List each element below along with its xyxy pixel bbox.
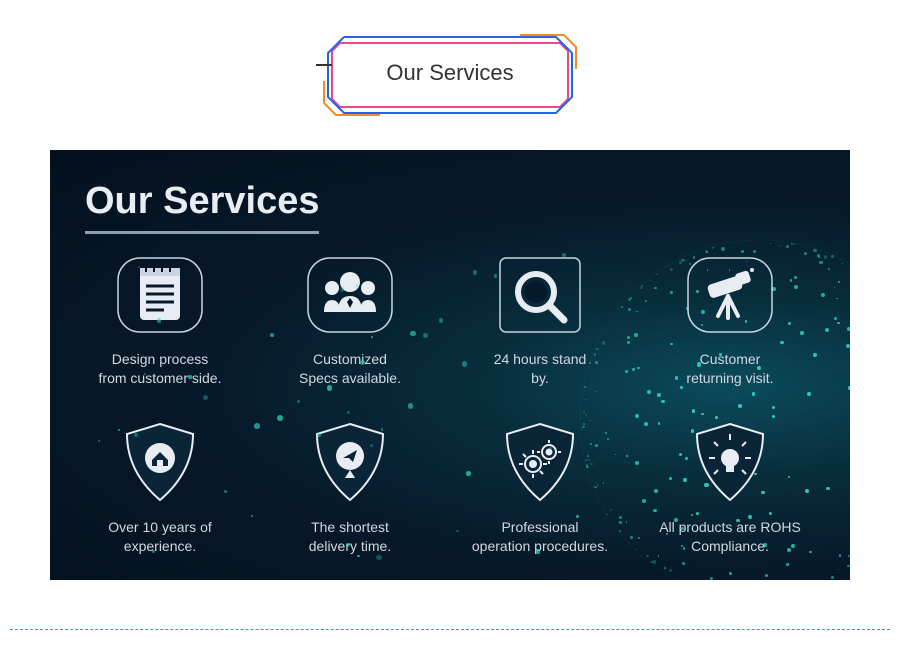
- magnifier-icon: [490, 250, 590, 340]
- service-label-line1: 24 hours stand: [494, 350, 587, 369]
- gears-shield-icon: [495, 418, 585, 508]
- service-customized: Customized Specs available.: [275, 250, 425, 388]
- service-label-line1: Professional: [472, 518, 608, 537]
- service-label-line1: Customized: [299, 350, 401, 369]
- service-label-line1: Over 10 years of: [108, 518, 212, 537]
- service-delivery: The shortest delivery time.: [275, 418, 425, 556]
- banner-title: Our Services: [85, 180, 319, 234]
- service-label-line2: delivery time.: [309, 537, 391, 556]
- services-banner: Our Services Desig: [50, 150, 850, 580]
- service-label-line2: experience.: [108, 537, 212, 556]
- service-label-line2: operation procedures.: [472, 537, 608, 556]
- people-icon: [300, 250, 400, 340]
- home-shield-icon: [115, 418, 205, 508]
- service-label-line1: The shortest: [309, 518, 391, 537]
- service-label-line2: from customer side.: [99, 369, 222, 388]
- service-label-line1: Customer: [686, 350, 773, 369]
- service-24h: 24 hours stand by.: [465, 250, 615, 388]
- service-label-line2: by.: [494, 369, 587, 388]
- service-label-line2: Specs available.: [299, 369, 401, 388]
- service-label-line1: Design process: [99, 350, 222, 369]
- services-grid: Design process from customer side. Cust: [85, 250, 815, 556]
- lightbulb-shield-icon: [685, 418, 775, 508]
- service-experience: Over 10 years of experience.: [85, 418, 235, 556]
- service-rohs: All products are ROHS Compliance.: [655, 418, 805, 556]
- service-label-line1: All products are ROHS: [659, 518, 801, 537]
- location-shield-icon: [305, 418, 395, 508]
- service-label-line2: returning visit.: [686, 369, 773, 388]
- notepad-icon: [110, 250, 210, 340]
- telescope-icon: [680, 250, 780, 340]
- service-label-line2: Compliance.: [659, 537, 801, 556]
- page-title: Our Services: [386, 60, 513, 86]
- bottom-divider: [10, 629, 890, 630]
- service-returning: Customer returning visit.: [655, 250, 805, 388]
- service-professional: Professional operation procedures.: [465, 418, 615, 556]
